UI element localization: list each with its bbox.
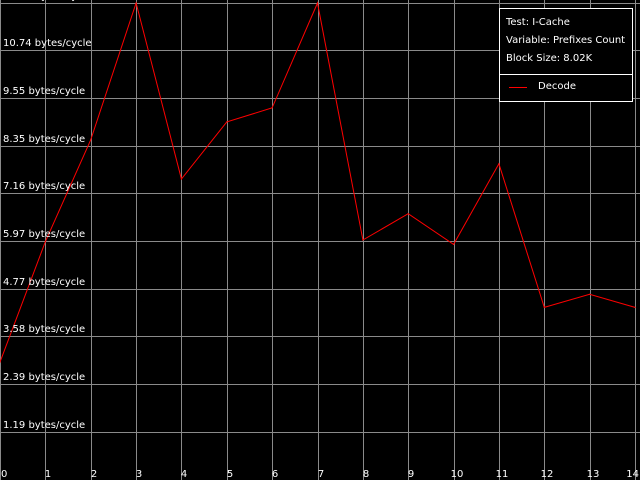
x-tick-label: 10 xyxy=(451,469,464,480)
y-tick-label: 3.58 bytes/cycle xyxy=(3,324,85,335)
x-tick-label: 1 xyxy=(45,469,51,480)
data-point xyxy=(44,241,47,243)
legend-divider xyxy=(500,74,632,75)
x-tick-label: 0 xyxy=(1,469,7,480)
y-tick-label: 4.77 bytes/cycle xyxy=(3,277,85,288)
x-tick-label: 13 xyxy=(587,469,600,480)
legend-box: Test: I-Cache Variable: Prefixes Count B… xyxy=(499,8,633,102)
x-tick-label: 12 xyxy=(541,469,554,480)
data-point xyxy=(362,239,364,241)
legend-series-swatch xyxy=(509,87,527,88)
data-point xyxy=(90,139,92,141)
x-tick-label: 6 xyxy=(272,469,278,480)
data-point xyxy=(589,293,591,295)
data-point xyxy=(407,213,409,215)
x-tick-label: 5 xyxy=(227,469,233,480)
legend-block-size-text: Block Size: 8.02K xyxy=(506,53,593,64)
series-group xyxy=(0,1,636,363)
x-tick-label: 8 xyxy=(363,469,369,480)
x-tick-labels: 0 1 2 3 4 5 6 7 8 9 10 11 12 13 14 xyxy=(1,469,639,480)
data-point xyxy=(135,2,137,4)
data-point xyxy=(634,306,636,308)
x-tick-label: 14 xyxy=(626,469,639,480)
x-tick-label: 4 xyxy=(181,469,187,480)
x-tick-label: 9 xyxy=(408,469,414,480)
y-tick-label: 8.35 bytes/cycle xyxy=(3,134,85,145)
data-point xyxy=(271,107,273,109)
data-point xyxy=(498,163,500,165)
y-tick-label: 1.19 bytes/cycle xyxy=(3,420,85,431)
y-tick-label: 10.74 bytes/cycle xyxy=(3,38,92,49)
y-tick-label: 2.39 bytes/cycle xyxy=(3,372,85,383)
data-point xyxy=(453,243,455,245)
x-tick-label: 3 xyxy=(136,469,142,480)
y-tick-label: 5.97 bytes/cycle xyxy=(3,229,85,240)
y-tick-label: 7.16 bytes/cycle xyxy=(3,181,85,192)
data-point xyxy=(226,121,228,123)
data-point xyxy=(0,361,1,363)
data-point xyxy=(543,306,545,308)
y-tick-labels: 1.19 bytes/cycle 2.39 bytes/cycle 3.58 byt… xyxy=(3,0,92,431)
x-tick-label: 2 xyxy=(91,469,97,480)
legend-test-text: Test: I-Cache xyxy=(506,17,570,28)
data-point xyxy=(180,178,182,180)
y-tick-label: 11.93 bytes/cycle xyxy=(3,0,92,2)
data-point xyxy=(316,2,319,4)
y-tick-label: 9.55 bytes/cycle xyxy=(3,86,85,97)
legend-variable-text: Variable: Prefixes Count xyxy=(506,35,626,46)
x-tick-label: 11 xyxy=(496,469,509,480)
legend-series-name: Decode xyxy=(538,81,576,92)
x-tick-label: 7 xyxy=(318,469,324,480)
